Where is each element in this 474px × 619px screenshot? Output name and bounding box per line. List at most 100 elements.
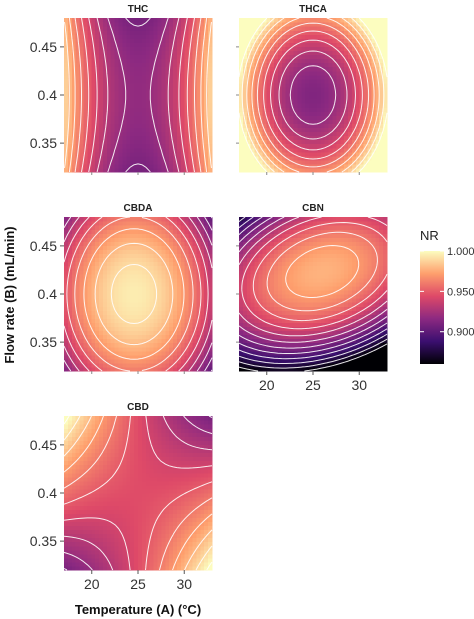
heatmap-cell xyxy=(274,366,279,372)
heatmap-cell xyxy=(239,74,244,80)
heatmap-cell xyxy=(375,30,380,35)
heatmap-cell xyxy=(180,111,186,116)
heatmap-cell xyxy=(200,115,205,120)
heatmap-cell xyxy=(99,233,104,238)
heatmap-cell xyxy=(359,119,365,124)
heatmap-cell xyxy=(87,90,92,96)
heatmap-cell xyxy=(375,338,380,344)
heatmap-cell xyxy=(246,302,252,307)
heatmap-cell xyxy=(208,127,213,133)
heatmap-cell xyxy=(118,362,124,368)
contour-line xyxy=(88,17,188,173)
heatmap-cell xyxy=(309,42,314,47)
heatmap-cell xyxy=(293,50,299,56)
heatmap-cell xyxy=(130,237,135,242)
heatmap-cell xyxy=(157,233,162,238)
heatmap-cell xyxy=(161,265,166,271)
heatmap-cell xyxy=(340,127,345,133)
heatmap-cell xyxy=(87,306,92,311)
heatmap-cell xyxy=(200,90,205,96)
heatmap-cell xyxy=(285,34,291,39)
heatmap-cell xyxy=(126,99,131,104)
heatmap-cell xyxy=(145,294,151,299)
heatmap-cell xyxy=(254,26,260,31)
heatmap-cell xyxy=(254,70,260,76)
heatmap-cell xyxy=(367,74,373,80)
heatmap-cell xyxy=(87,115,92,120)
heatmap-cell xyxy=(192,62,198,68)
heatmap-cell xyxy=(239,66,244,72)
heatmap-cell xyxy=(208,217,213,222)
heatmap-cell xyxy=(184,38,190,43)
heatmap-cell xyxy=(118,131,124,137)
heatmap-cell xyxy=(165,245,170,251)
heatmap-cell xyxy=(102,155,108,161)
heatmap-cell xyxy=(145,289,151,295)
heatmap-cell xyxy=(173,86,178,92)
heatmap-cell xyxy=(75,66,81,72)
heatmap-cell xyxy=(266,366,271,372)
heatmap-cell xyxy=(309,163,314,169)
heatmap-cell xyxy=(363,111,369,116)
heatmap-cell xyxy=(192,42,198,47)
heatmap-cell xyxy=(173,229,178,234)
heatmap-cell xyxy=(71,265,77,271)
heatmap-cell xyxy=(138,99,143,104)
heatmap-cell xyxy=(348,90,353,96)
heatmap-cell xyxy=(355,159,361,165)
heatmap-cell xyxy=(87,245,92,251)
heatmap-cell xyxy=(328,34,334,39)
heatmap-cell xyxy=(79,302,85,307)
heatmap-cell xyxy=(130,225,135,230)
heatmap-cell xyxy=(75,86,81,92)
heatmap-cell xyxy=(196,318,201,323)
heatmap-cell xyxy=(309,62,314,68)
heatmap-cell xyxy=(169,342,174,348)
heatmap-cell xyxy=(239,42,244,47)
heatmap-cell xyxy=(149,294,155,299)
heatmap-cell xyxy=(64,342,69,348)
heatmap-cell xyxy=(313,50,318,56)
heatmap-cell xyxy=(204,354,209,360)
heatmap-cell xyxy=(169,119,174,124)
heatmap-cell xyxy=(64,326,69,332)
heatmap-cell xyxy=(114,131,120,137)
heatmap-cell xyxy=(87,294,92,299)
heatmap-cell xyxy=(332,90,337,96)
heatmap-cell xyxy=(383,362,388,368)
heatmap-cell xyxy=(110,58,116,64)
heatmap-cell xyxy=(83,147,88,153)
heatmap-cell xyxy=(200,163,205,169)
heatmap-cell xyxy=(281,334,287,340)
heatmap-cell xyxy=(239,86,244,92)
heatmap-cell xyxy=(138,78,143,84)
heatmap-cell xyxy=(75,74,81,80)
heatmap-cell xyxy=(188,99,194,104)
heatmap-cell xyxy=(266,159,271,165)
heatmap-cell xyxy=(141,54,147,60)
heatmap-cell xyxy=(277,139,283,145)
heatmap-cell xyxy=(134,298,139,303)
heatmap-cell xyxy=(114,366,120,372)
heatmap-cell xyxy=(87,366,92,372)
heatmap-cell xyxy=(320,18,326,23)
heatmap-cell xyxy=(64,249,69,255)
heatmap-cell xyxy=(79,342,85,348)
heatmap-cell xyxy=(344,338,349,344)
heatmap-cell xyxy=(134,111,139,116)
heatmap-cell xyxy=(141,273,147,279)
heatmap-cell xyxy=(83,281,88,287)
heatmap-cell xyxy=(134,74,139,80)
heatmap-cell xyxy=(371,155,376,161)
contour-line xyxy=(83,228,185,360)
heatmap-cell xyxy=(122,261,127,267)
heatmap-cell xyxy=(114,298,120,303)
heatmap-cell xyxy=(375,115,380,120)
heatmap-cell xyxy=(173,54,178,60)
heatmap-cell xyxy=(99,298,104,303)
heatmap-cell xyxy=(383,22,388,27)
heatmap-cell xyxy=(379,50,384,56)
heatmap-cell xyxy=(204,155,209,161)
heatmap-cell xyxy=(149,314,155,319)
heatmap-cell xyxy=(153,111,159,116)
